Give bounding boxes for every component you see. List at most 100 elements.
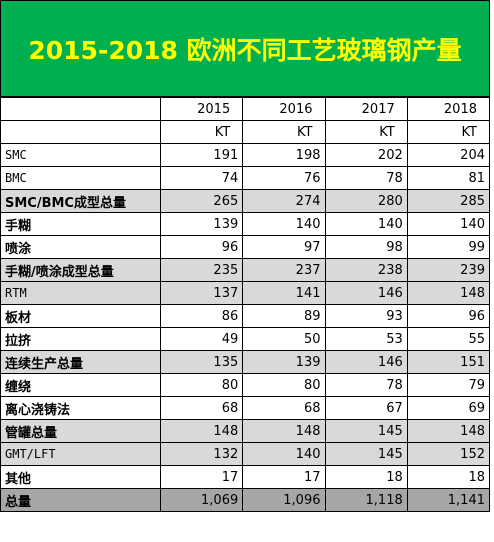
row-label: SMC/BMC成型总量 bbox=[0, 189, 161, 213]
value-cell: 274 bbox=[242, 189, 326, 213]
value-cell: 86 bbox=[159, 304, 244, 328]
year-row: 2015 2016 2017 2018 bbox=[0, 97, 491, 121]
data-row: 拉挤 49 50 53 55 bbox=[0, 327, 491, 351]
row-label: SMC bbox=[0, 143, 161, 167]
value-cell: 17 bbox=[242, 465, 326, 489]
table-body: 2015 2016 2017 2018 KT KT KT KT SMC 191 198 202 204 B… bbox=[0, 97, 491, 512]
unit-cell: KT bbox=[324, 120, 408, 144]
value-cell: 146 bbox=[324, 281, 408, 305]
value-cell: 135 bbox=[159, 350, 244, 374]
value-cell: 137 bbox=[159, 281, 244, 305]
value-cell: 97 bbox=[242, 235, 326, 259]
value-cell: 68 bbox=[242, 396, 326, 420]
value-cell: 148 bbox=[159, 419, 244, 443]
value-cell: 139 bbox=[159, 212, 244, 236]
table: 2015 2016 2017 2018 KT KT KT KT SMC 191 198 202 204 B… bbox=[0, 97, 491, 512]
empty-cell bbox=[0, 120, 161, 144]
unit-row: KT KT KT KT bbox=[0, 120, 491, 144]
unit-cell: KT bbox=[159, 120, 244, 144]
value-cell: 191 bbox=[159, 143, 244, 167]
value-cell: 140 bbox=[406, 212, 491, 236]
value-cell: 151 bbox=[406, 350, 491, 374]
year-cell: 2017 bbox=[324, 97, 408, 121]
data-row: 离心浇铸法 68 68 67 69 bbox=[0, 396, 491, 420]
year-cell: 2016 bbox=[242, 97, 326, 121]
row-label: GMT/LFT bbox=[0, 442, 161, 466]
value-cell: 74 bbox=[159, 166, 244, 190]
value-cell: 1,096 bbox=[242, 488, 326, 512]
data-row: 手糊/喷涂成型总量 235 237 238 239 bbox=[0, 258, 491, 282]
value-cell: 280 bbox=[324, 189, 408, 213]
data-row: RTM 137 141 146 148 bbox=[0, 281, 491, 305]
value-cell: 140 bbox=[324, 212, 408, 236]
value-cell: 146 bbox=[324, 350, 408, 374]
value-cell: 69 bbox=[406, 396, 491, 420]
row-label: 离心浇铸法 bbox=[0, 396, 161, 420]
row-label: RTM bbox=[0, 281, 161, 305]
value-cell: 96 bbox=[159, 235, 244, 259]
row-label: BMC bbox=[0, 166, 161, 190]
value-cell: 76 bbox=[242, 166, 326, 190]
empty-cell bbox=[0, 97, 161, 121]
value-cell: 67 bbox=[324, 396, 408, 420]
row-label: 总量 bbox=[0, 488, 161, 512]
value-cell: 1,118 bbox=[324, 488, 408, 512]
value-cell: 235 bbox=[159, 258, 244, 282]
value-cell: 49 bbox=[159, 327, 244, 351]
value-cell: 204 bbox=[406, 143, 491, 167]
row-label: 手糊 bbox=[0, 212, 161, 236]
data-row: 管罐总量 148 148 145 148 bbox=[0, 419, 491, 443]
value-cell: 285 bbox=[406, 189, 491, 213]
value-cell: 18 bbox=[324, 465, 408, 489]
row-label: 连续生产总量 bbox=[0, 350, 161, 374]
value-cell: 132 bbox=[159, 442, 244, 466]
unit-cell: KT bbox=[406, 120, 491, 144]
value-cell: 1,069 bbox=[159, 488, 244, 512]
value-cell: 145 bbox=[324, 442, 408, 466]
value-cell: 50 bbox=[242, 327, 326, 351]
value-cell: 265 bbox=[159, 189, 244, 213]
unit-cell: KT bbox=[242, 120, 326, 144]
value-cell: 98 bbox=[324, 235, 408, 259]
value-cell: 53 bbox=[324, 327, 408, 351]
value-cell: 148 bbox=[406, 281, 491, 305]
value-cell: 99 bbox=[406, 235, 491, 259]
value-cell: 80 bbox=[159, 373, 244, 397]
value-cell: 141 bbox=[242, 281, 326, 305]
row-label: 管罐总量 bbox=[0, 419, 161, 443]
value-cell: 68 bbox=[159, 396, 244, 420]
value-cell: 139 bbox=[242, 350, 326, 374]
value-cell: 93 bbox=[324, 304, 408, 328]
row-label: 缠绕 bbox=[0, 373, 161, 397]
data-row: 连续生产总量 135 139 146 151 bbox=[0, 350, 491, 374]
row-label: 手糊/喷涂成型总量 bbox=[0, 258, 161, 282]
row-label: 拉挤 bbox=[0, 327, 161, 351]
row-label: 板材 bbox=[0, 304, 161, 328]
value-cell: 1,141 bbox=[406, 488, 491, 512]
value-cell: 148 bbox=[406, 419, 491, 443]
data-row: 手糊 139 140 140 140 bbox=[0, 212, 491, 236]
data-row: GMT/LFT 132 140 145 152 bbox=[0, 442, 491, 466]
value-cell: 148 bbox=[242, 419, 326, 443]
value-cell: 140 bbox=[242, 442, 326, 466]
data-row: 板材 86 89 93 96 bbox=[0, 304, 491, 328]
value-cell: 89 bbox=[242, 304, 326, 328]
value-cell: 237 bbox=[242, 258, 326, 282]
value-cell: 238 bbox=[324, 258, 408, 282]
value-cell: 78 bbox=[324, 373, 408, 397]
data-row: BMC 74 76 78 81 bbox=[0, 166, 491, 190]
data-row: 总量 1,069 1,096 1,118 1,141 bbox=[0, 488, 491, 512]
value-cell: 96 bbox=[406, 304, 491, 328]
value-cell: 198 bbox=[242, 143, 326, 167]
value-cell: 78 bbox=[324, 166, 408, 190]
data-row: 其他 17 17 18 18 bbox=[0, 465, 491, 489]
data-row: SMC/BMC成型总量 265 274 280 285 bbox=[0, 189, 491, 213]
value-cell: 17 bbox=[159, 465, 244, 489]
value-cell: 79 bbox=[406, 373, 491, 397]
value-cell: 80 bbox=[242, 373, 326, 397]
data-row: SMC 191 198 202 204 bbox=[0, 143, 491, 167]
year-cell: 2018 bbox=[406, 97, 491, 121]
value-cell: 18 bbox=[406, 465, 491, 489]
title: 2015-2018 欧洲不同工艺玻璃钢产量 bbox=[0, 0, 490, 97]
